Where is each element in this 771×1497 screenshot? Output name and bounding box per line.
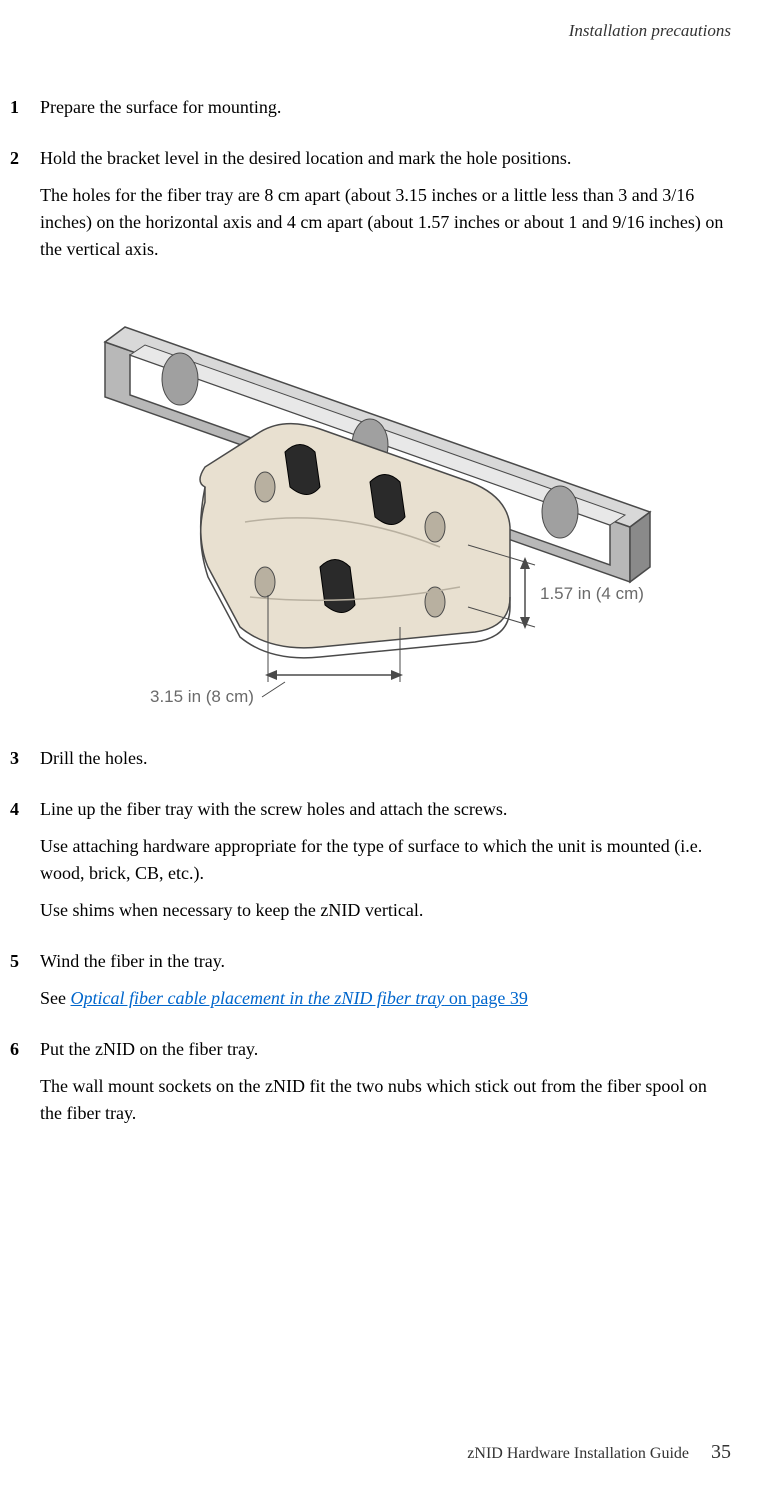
step-text: Hold the bracket level in the desired lo…	[40, 145, 731, 172]
step-body: Wind the fiber in the tray. See Optical …	[40, 948, 731, 1022]
link-prefix: See	[40, 988, 71, 1008]
dim-horizontal-label: 3.15 in (8 cm)	[150, 687, 254, 706]
step-body: Drill the holes.	[40, 745, 731, 782]
page-number: 35	[711, 1441, 731, 1463]
step-text: Prepare the surface for mounting.	[40, 94, 731, 121]
step-detail: The holes for the fiber tray are 8 cm ap…	[40, 182, 731, 263]
step-6: 6 Put the zNID on the fiber tray. The wa…	[10, 1036, 731, 1137]
step-detail: Use attaching hardware appropriate for t…	[40, 833, 731, 887]
step-body: Prepare the surface for mounting.	[40, 94, 731, 131]
step-number: 6	[10, 1036, 40, 1137]
step-number: 4	[10, 796, 40, 934]
step-text: Wind the fiber in the tray.	[40, 948, 731, 975]
step-number: 5	[10, 948, 40, 1022]
guide-title: zNID Hardware Installation Guide	[467, 1445, 689, 1462]
page-footer: zNID Hardware Installation Guide 35	[467, 1437, 731, 1467]
step-body: Hold the bracket level in the desired lo…	[40, 145, 731, 273]
step-text: Put the zNID on the fiber tray.	[40, 1036, 731, 1063]
step-2: 2 Hold the bracket level in the desired …	[10, 145, 731, 273]
step-number: 2	[10, 145, 40, 273]
step-body: Put the zNID on the fiber tray. The wall…	[40, 1036, 731, 1137]
step-text: Drill the holes.	[40, 745, 731, 772]
mounting-diagram: 1.57 in (4 cm) 3.15 in (8 cm)	[90, 287, 670, 725]
step-link-line: See Optical fiber cable placement in the…	[40, 985, 731, 1012]
step-detail: The wall mount sockets on the zNID fit t…	[40, 1073, 731, 1127]
dim-vertical-label: 1.57 in (4 cm)	[540, 584, 644, 603]
step-1: 1 Prepare the surface for mounting.	[10, 94, 731, 131]
step-body: Line up the fiber tray with the screw ho…	[40, 796, 731, 934]
section-title: Installation precautions	[569, 21, 731, 40]
step-detail: Use shims when necessary to keep the zNI…	[40, 897, 731, 924]
page-header: Installation precautions	[0, 0, 771, 44]
step-number: 3	[10, 745, 40, 782]
step-4: 4 Line up the fiber tray with the screw …	[10, 796, 731, 934]
step-text: Line up the fiber tray with the screw ho…	[40, 796, 731, 823]
step-number: 1	[10, 94, 40, 131]
step-5: 5 Wind the fiber in the tray. See Optica…	[10, 948, 731, 1022]
step-3: 3 Drill the holes.	[10, 745, 731, 782]
content-area: 1 Prepare the surface for mounting. 2 Ho…	[0, 44, 771, 1137]
cross-reference-link[interactable]: Optical fiber cable placement in the zNI…	[71, 988, 528, 1008]
